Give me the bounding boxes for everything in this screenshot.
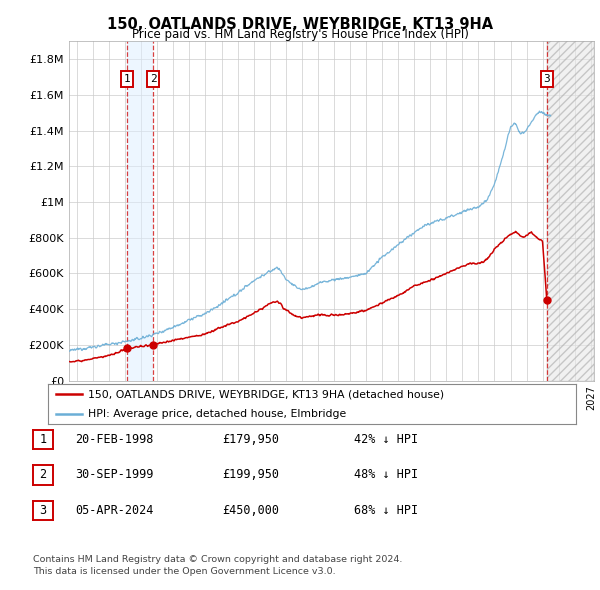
Text: £179,950: £179,950 [222,433,279,446]
Text: This data is licensed under the Open Government Licence v3.0.: This data is licensed under the Open Gov… [33,566,335,576]
Bar [127,41,153,381]
Text: Price paid vs. HM Land Registry's House Price Index (HPI): Price paid vs. HM Land Registry's House … [131,28,469,41]
Text: 20-FEB-1998: 20-FEB-1998 [75,433,154,446]
Text: 2: 2 [40,468,46,481]
Text: 30-SEP-1999: 30-SEP-1999 [75,468,154,481]
Text: £450,000: £450,000 [222,504,279,517]
Text: 48% ↓ HPI: 48% ↓ HPI [354,468,418,481]
Text: £199,950: £199,950 [222,468,279,481]
Text: 150, OATLANDS DRIVE, WEYBRIDGE, KT13 9HA: 150, OATLANDS DRIVE, WEYBRIDGE, KT13 9HA [107,17,493,32]
Text: 05-APR-2024: 05-APR-2024 [75,504,154,517]
Text: 1: 1 [124,74,131,84]
Text: 3: 3 [544,74,550,84]
Bar [547,41,594,381]
Text: Contains HM Land Registry data © Crown copyright and database right 2024.: Contains HM Land Registry data © Crown c… [33,555,403,564]
Text: 150, OATLANDS DRIVE, WEYBRIDGE, KT13 9HA (detached house): 150, OATLANDS DRIVE, WEYBRIDGE, KT13 9HA… [88,389,444,399]
Text: 2: 2 [150,74,157,84]
Text: 1: 1 [40,433,46,446]
Text: 42% ↓ HPI: 42% ↓ HPI [354,433,418,446]
Text: 68% ↓ HPI: 68% ↓ HPI [354,504,418,517]
Text: 3: 3 [40,504,46,517]
Text: HPI: Average price, detached house, Elmbridge: HPI: Average price, detached house, Elmb… [88,409,346,418]
